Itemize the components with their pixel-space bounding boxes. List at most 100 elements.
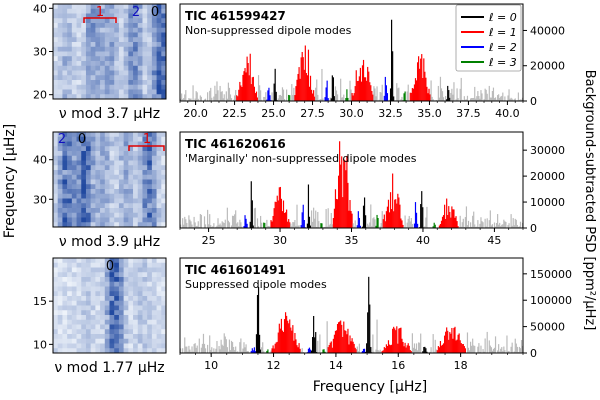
echelle-cell <box>114 37 120 43</box>
background-bar <box>193 344 195 353</box>
echelle-cell <box>161 56 166 62</box>
echelle-cell <box>57 291 63 297</box>
background-bar <box>236 223 238 228</box>
echelle-cell <box>76 310 82 316</box>
background-bar <box>513 99 515 101</box>
background-bar <box>350 89 352 101</box>
echelle-cell <box>57 198 63 204</box>
mode-bar-l1 <box>454 217 456 228</box>
echelle-cell <box>76 136 82 142</box>
echelle-cell <box>90 334 96 340</box>
echelle-cell <box>128 56 134 62</box>
echelle-cell <box>85 291 91 297</box>
echelle-cell <box>76 70 82 76</box>
mode-bar-l1 <box>411 88 413 101</box>
echelle-cell <box>53 348 59 353</box>
echelle-cell <box>147 170 153 176</box>
echelle-cell <box>123 300 129 306</box>
echelle-cell <box>67 170 73 176</box>
echelle-cell <box>76 281 82 287</box>
background-bar <box>215 93 217 101</box>
echelle-cell <box>161 94 166 99</box>
echelle-cell <box>118 222 124 227</box>
y-tick-label: 30 <box>33 46 47 59</box>
echelle-cell <box>118 305 124 311</box>
background-bar <box>510 346 512 353</box>
echelle-cell <box>114 132 120 138</box>
background-bar <box>490 97 492 101</box>
background-bar <box>260 90 262 101</box>
echelle-cell <box>81 281 87 287</box>
mode-bar-l1 <box>441 344 444 353</box>
echelle-cell <box>100 203 106 209</box>
echelle-cell <box>161 193 166 199</box>
echelle-cell <box>128 334 134 340</box>
echelle-cell <box>90 291 96 297</box>
echelle-cell <box>104 300 110 306</box>
mode-bar-l1 <box>429 94 431 101</box>
background-bar <box>209 90 211 101</box>
background-bar <box>326 226 328 228</box>
echelle-cell <box>137 132 143 138</box>
background-bar <box>513 351 515 353</box>
background-bar <box>195 347 197 353</box>
background-bar <box>472 215 474 228</box>
echelle-cell <box>142 334 148 340</box>
echelle-cell <box>67 281 73 287</box>
background-bar <box>261 222 263 228</box>
background-bar <box>212 351 214 353</box>
mode-bar-l1 <box>388 212 391 228</box>
echelle-cell <box>57 80 63 86</box>
echelle-cell <box>147 136 153 142</box>
echelle-cell <box>156 141 162 147</box>
background-bar <box>197 221 199 228</box>
echelle-cell <box>104 75 110 81</box>
background-bar <box>439 76 442 101</box>
echelle-cell <box>76 89 82 95</box>
y-tick-label: 10000 <box>530 196 565 209</box>
mode-bar-l1 <box>402 224 404 228</box>
echelle-cell <box>137 70 143 76</box>
echelle-cell <box>142 80 148 86</box>
echelle-cell <box>161 32 166 38</box>
echelle-cell <box>57 319 63 325</box>
echelle-cell <box>161 300 166 306</box>
mode-bar-l0 <box>308 216 311 228</box>
echelle-cell <box>81 212 87 218</box>
echelle-cell <box>71 208 77 214</box>
x-tick-label: 32.5 <box>378 107 403 120</box>
echelle-cell <box>62 56 68 62</box>
echelle-cell <box>109 184 115 190</box>
echelle-x-label: ν mod 1.77 μHz <box>54 360 164 376</box>
panel-subtitle: 'Marginally' non-suppressed dipole modes <box>185 152 417 165</box>
echelle-cell <box>100 193 106 199</box>
echelle-cell <box>137 146 143 152</box>
echelle-cell <box>62 61 68 67</box>
background-bar <box>194 343 196 353</box>
mode-bar-l1 <box>384 348 386 353</box>
background-bar <box>466 95 469 101</box>
echelle-cell <box>151 146 157 152</box>
echelle-cell <box>118 272 124 278</box>
echelle-cell <box>109 70 115 76</box>
mode-bar-l1 <box>460 343 462 353</box>
echelle-cell <box>161 324 166 330</box>
echelle-cell <box>81 37 87 43</box>
mode-bar-l0 <box>369 304 371 353</box>
mode-bar-l0 <box>363 197 366 228</box>
background-bar <box>180 348 182 353</box>
echelle-cell <box>161 305 166 311</box>
mode-bar-l0 <box>370 347 372 353</box>
echelle-cell <box>109 32 115 38</box>
echelle-image <box>53 4 166 99</box>
echelle-cell <box>81 193 87 199</box>
background-bar <box>216 341 218 353</box>
mode-bar-l1 <box>452 338 454 353</box>
mode-bar-l1 <box>354 86 356 101</box>
echelle-cell <box>90 324 96 330</box>
echelle-cell <box>71 155 77 161</box>
background-bar <box>475 226 477 228</box>
echelle-cell <box>109 305 115 311</box>
echelle-cell <box>156 319 162 325</box>
echelle-cell <box>81 4 87 10</box>
